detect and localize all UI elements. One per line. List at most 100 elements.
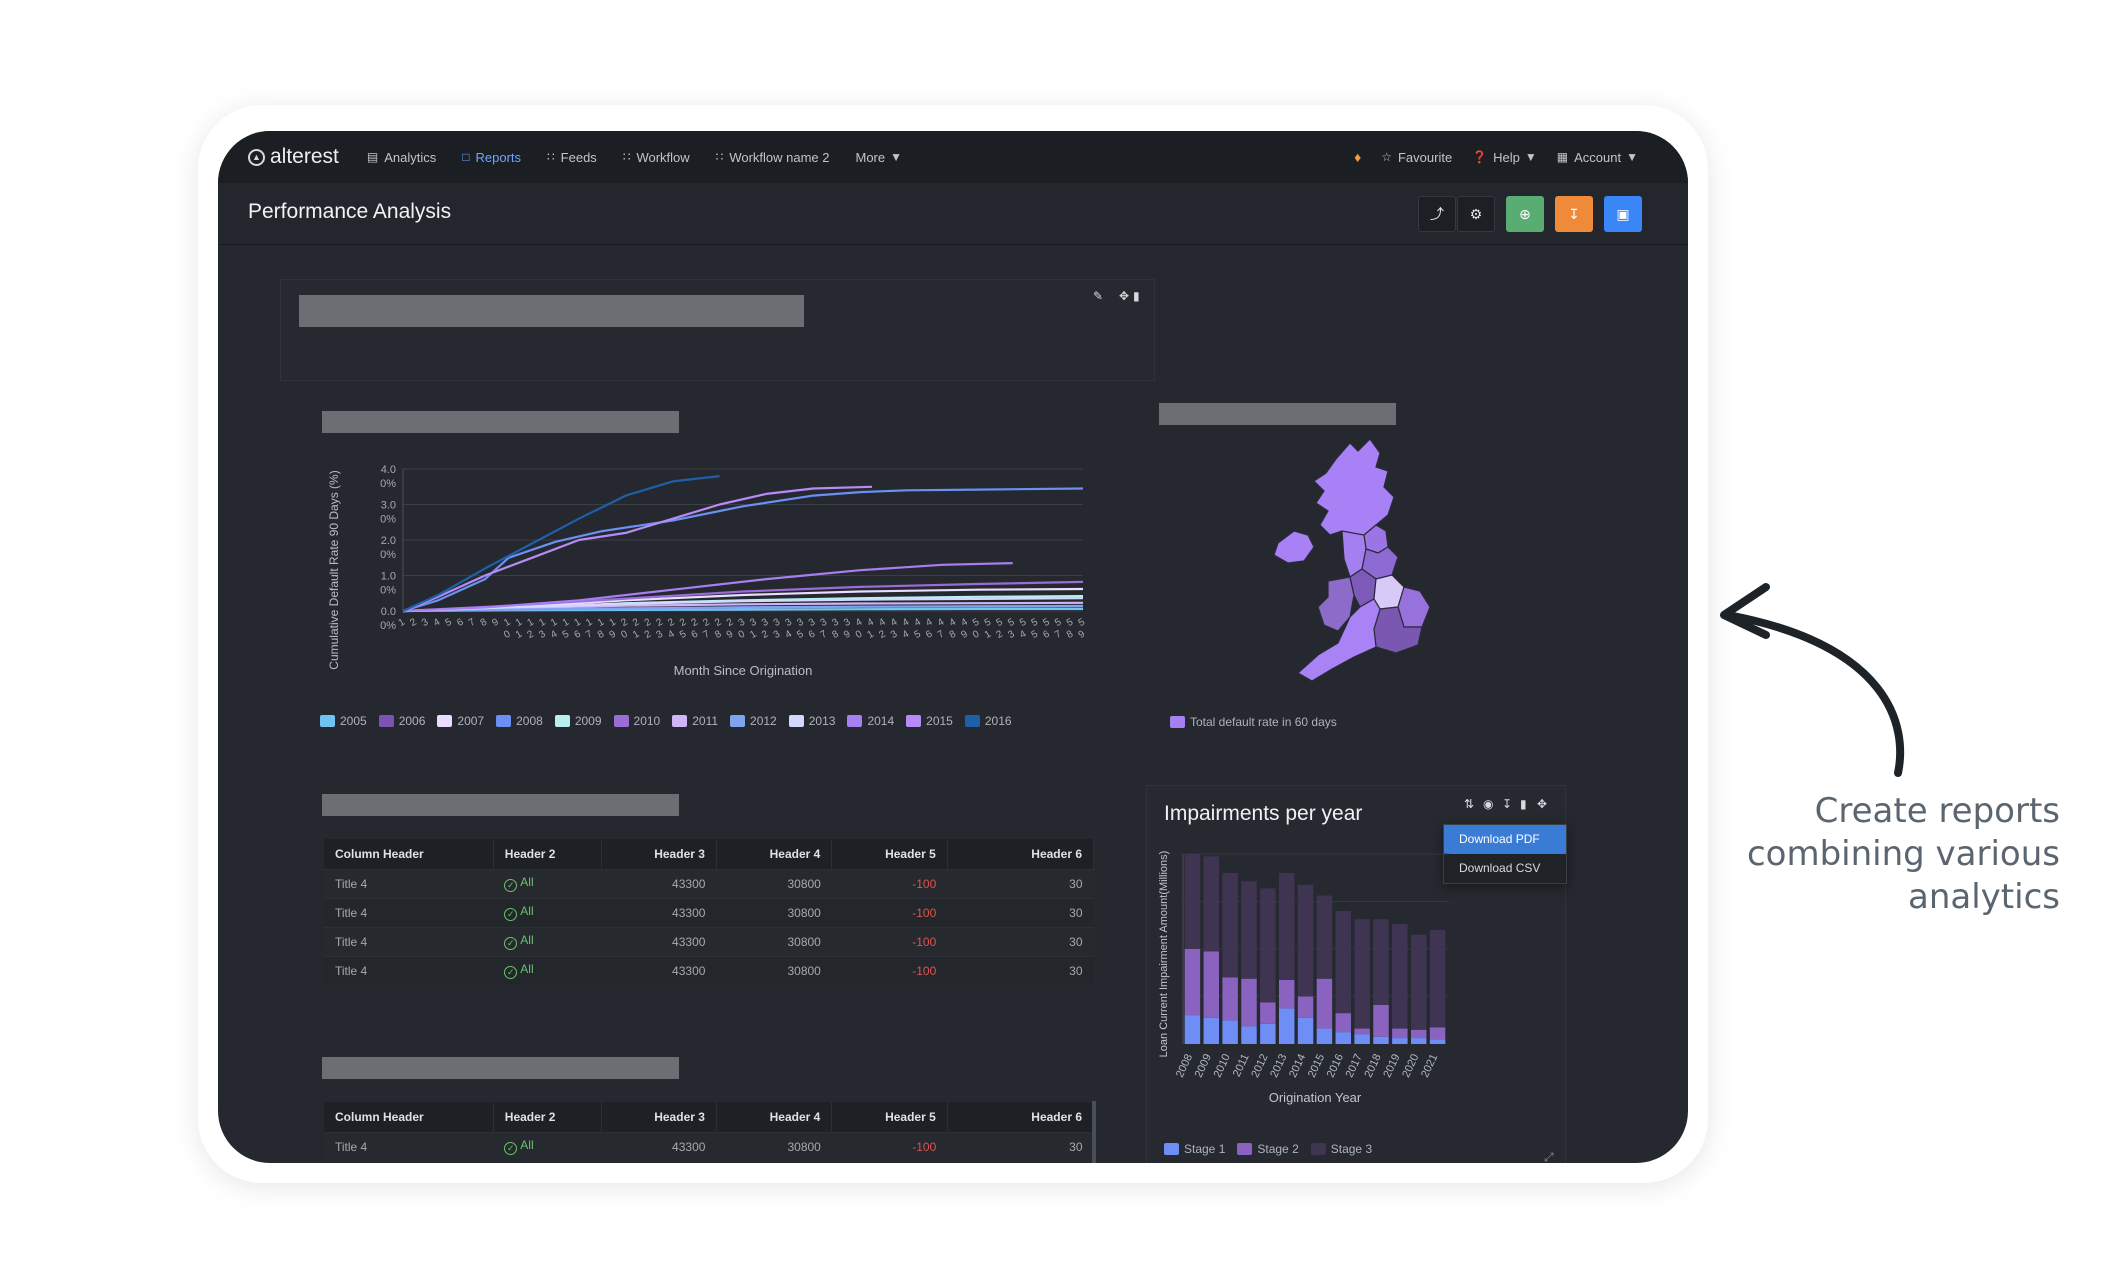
nav-reports[interactable]: □ Reports xyxy=(462,150,521,165)
bar-stage-3-2013[interactable] xyxy=(1278,873,1295,980)
bar-stage-1-2011[interactable] xyxy=(1241,1026,1257,1044)
bar-stage-1-2020[interactable] xyxy=(1410,1038,1427,1044)
legend-item-2006[interactable]: 2006 xyxy=(378,714,425,728)
legend-item-2010[interactable]: 2010 xyxy=(613,714,660,728)
legend-item-2014[interactable]: 2014 xyxy=(847,714,894,728)
move-icon[interactable]: ✥ xyxy=(1119,289,1130,303)
bar-stage-3-2015[interactable] xyxy=(1316,895,1333,979)
bar-stage-1-2015[interactable] xyxy=(1316,1028,1333,1044)
legend-item-2015[interactable]: 2015 xyxy=(906,714,953,728)
table2-scrollbar[interactable] xyxy=(1092,1101,1096,1163)
table-row[interactable]: Title 4 ✓ All 43300 30800 -100 30 xyxy=(324,926,1094,956)
line-series-2008[interactable] xyxy=(402,487,1084,613)
bar-stage-3-2021[interactable] xyxy=(1429,930,1446,1028)
nav-account[interactable]: ▦ Account ▼ xyxy=(1557,150,1638,165)
legend-item-stage-1[interactable]: Stage 1 xyxy=(1164,1142,1225,1156)
legend-item-2013[interactable]: 2013 xyxy=(788,714,835,728)
bar-stage-2-2013[interactable] xyxy=(1278,979,1295,1009)
bar-stage-3-2017[interactable] xyxy=(1354,919,1370,1029)
bar-stage-2-2012[interactable] xyxy=(1260,1002,1276,1024)
bar-stage-3-2019[interactable] xyxy=(1392,924,1408,1029)
legend-item-stage-3[interactable]: Stage 3 xyxy=(1310,1142,1372,1156)
bar-stage-1-2017[interactable] xyxy=(1354,1034,1370,1045)
add-button[interactable]: ⊕ xyxy=(1506,196,1544,232)
download-pdf-option[interactable]: Download PDF xyxy=(1444,825,1566,854)
bar-stage-1-2012[interactable] xyxy=(1260,1023,1276,1044)
bar-stage-1-2014[interactable] xyxy=(1297,1017,1314,1044)
nav-favourite[interactable]: ☆ Favourite xyxy=(1381,150,1452,165)
bar-stage-2-2020[interactable] xyxy=(1410,1029,1427,1039)
bar-stage-1-2019[interactable] xyxy=(1392,1038,1408,1044)
map-region-south-east[interactable] xyxy=(1373,606,1423,654)
bar-stage-3-2012[interactable] xyxy=(1260,888,1276,1003)
legend-item-2011[interactable]: 2011 xyxy=(672,714,718,728)
bar-stage-3-2018[interactable] xyxy=(1373,919,1389,1005)
legend-item-stage-2[interactable]: Stage 2 xyxy=(1237,1142,1299,1156)
bar-stage-3-2010[interactable] xyxy=(1222,873,1238,978)
table-row[interactable]: Title 4 ✓ All 43300 30800 -100 30 xyxy=(324,1131,1094,1161)
bar-stage-2-2019[interactable] xyxy=(1392,1028,1408,1039)
column-header[interactable]: Header 2 xyxy=(493,1102,602,1132)
legend-item-2005[interactable]: 2005 xyxy=(320,714,367,728)
bar-stage-3-2020[interactable] xyxy=(1410,934,1427,1030)
bar-stage-1-2010[interactable] xyxy=(1222,1020,1238,1044)
eye-slash-icon[interactable]: ◉ xyxy=(1483,797,1494,811)
bar-stage-2-2009[interactable] xyxy=(1203,951,1220,1018)
nav-analytics[interactable]: ▤ Analytics xyxy=(367,150,436,165)
column-header[interactable]: Header 4 xyxy=(716,839,833,869)
nav-workflow[interactable]: ∷ Workflow xyxy=(623,150,690,165)
column-header[interactable]: Header 6 xyxy=(947,1102,1095,1132)
map-region-south-west[interactable] xyxy=(1296,598,1381,682)
bar-stage-3-2011[interactable] xyxy=(1241,881,1257,979)
line-series-2013[interactable] xyxy=(402,597,1084,613)
line-series-2014[interactable] xyxy=(402,562,1013,613)
column-header[interactable]: Header 2 xyxy=(493,839,602,869)
settings-button[interactable]: ⚙ xyxy=(1457,196,1495,232)
bar-stage-1-2021[interactable] xyxy=(1429,1039,1446,1044)
column-header[interactable]: Header 3 xyxy=(601,839,717,869)
bar-stage-2-2017[interactable] xyxy=(1354,1028,1370,1035)
column-header[interactable]: Header 5 xyxy=(831,1102,948,1132)
bar-stage-1-2018[interactable] xyxy=(1373,1036,1389,1044)
map-region-northern-ireland[interactable] xyxy=(1273,530,1315,564)
resize-handle-icon[interactable]: ⤢ xyxy=(1544,1150,1554,1163)
download-button[interactable]: ↧ xyxy=(1555,196,1593,232)
bar-stage-2-2014[interactable] xyxy=(1297,996,1314,1018)
column-header[interactable]: Header 6 xyxy=(947,839,1095,869)
nav-workflow-2[interactable]: ∷ Workflow name 2 xyxy=(716,150,830,165)
bar-stage-3-2009[interactable] xyxy=(1203,856,1220,952)
bar-stage-3-2014[interactable] xyxy=(1297,884,1314,997)
column-header[interactable]: Column Header xyxy=(324,839,494,869)
bar-stage-3-2008[interactable] xyxy=(1184,854,1201,949)
legend-item-2012[interactable]: 2012 xyxy=(730,714,777,728)
bar-stage-3-2016[interactable] xyxy=(1335,911,1352,1014)
column-header[interactable]: Header 4 xyxy=(716,1102,833,1132)
bar-stage-1-2016[interactable] xyxy=(1335,1032,1352,1044)
bar-stage-2-2010[interactable] xyxy=(1222,977,1238,1021)
bar-stage-1-2008[interactable] xyxy=(1184,1015,1201,1045)
nav-more[interactable]: More ▼ xyxy=(856,150,903,165)
line-series-2016[interactable] xyxy=(402,475,720,613)
bar-stage-2-2021[interactable] xyxy=(1429,1027,1446,1040)
line-series-2012[interactable] xyxy=(402,604,1084,613)
column-header[interactable]: Header 3 xyxy=(601,1102,717,1132)
nav-help[interactable]: ❓ Help ▼ xyxy=(1472,150,1537,165)
table-row[interactable]: Title 4 ✓ All 43300 30800 -100 30 xyxy=(324,955,1094,985)
trash-icon[interactable]: ▮ xyxy=(1520,797,1527,811)
share-button[interactable]: ⤴ xyxy=(1418,196,1456,232)
pencil-icon[interactable]: ✎ xyxy=(1093,289,1104,303)
table-row[interactable]: Title 4 ✓ All 43300 30800 -100 30 xyxy=(324,897,1094,927)
bar-stage-2-2015[interactable] xyxy=(1316,978,1333,1029)
legend-item-2008[interactable]: 2008 xyxy=(496,714,543,728)
move-icon[interactable]: ✥ xyxy=(1537,797,1548,811)
legend-item-2007[interactable]: 2007 xyxy=(437,714,484,728)
download-csv-option[interactable]: Download CSV xyxy=(1459,861,1541,875)
nav-feeds[interactable]: ∷ Feeds xyxy=(547,150,597,165)
bar-stage-1-2013[interactable] xyxy=(1278,1008,1295,1044)
column-header[interactable]: Column Header xyxy=(324,1102,494,1132)
save-button[interactable]: ▣ xyxy=(1604,196,1642,232)
bar-stage-2-2018[interactable] xyxy=(1373,1004,1389,1037)
map-region-scotland[interactable] xyxy=(1313,438,1395,540)
expand-icon[interactable]: ⇅ xyxy=(1464,797,1475,811)
bell-icon[interactable]: ♦ xyxy=(1354,149,1362,165)
